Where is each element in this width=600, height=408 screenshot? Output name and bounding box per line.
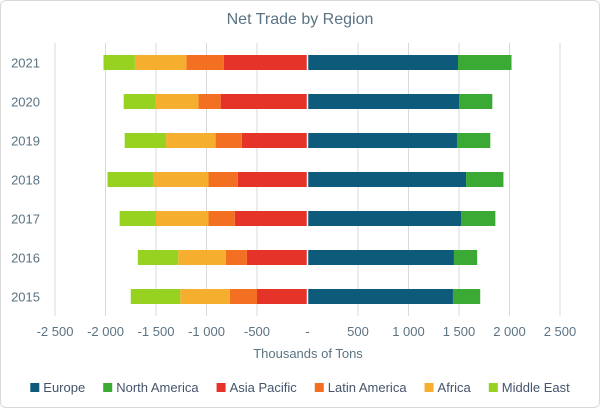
legend-swatch [216, 383, 226, 392]
bar-segment [246, 250, 308, 265]
bar-segment [107, 172, 153, 187]
y-tick-label: 2021 [11, 56, 40, 71]
bar-segment [452, 289, 481, 304]
x-tick-label: 500 [347, 324, 369, 339]
legend-swatch [424, 383, 434, 392]
y-tick-label: 2017 [11, 212, 40, 227]
bar-segment [234, 211, 308, 226]
x-tick-label: 2 500 [544, 324, 577, 339]
bar-segment [134, 55, 187, 70]
y-tick-label: 2020 [11, 95, 40, 110]
bar-segment [257, 289, 308, 304]
legend-label: Middle East [502, 380, 570, 395]
bar-segment [123, 94, 155, 109]
legend-label: Latin America [328, 380, 408, 395]
x-tick-label: -500 [244, 324, 270, 339]
bar-segment [307, 250, 454, 265]
bar-segment [220, 94, 308, 109]
bar-segment [208, 172, 238, 187]
x-tick-label: 2 000 [493, 324, 526, 339]
legend-swatch [488, 383, 498, 392]
x-tick-label: 1 000 [392, 324, 425, 339]
bar-segment [466, 172, 504, 187]
bar-segment [459, 94, 493, 109]
bar-segment [307, 55, 458, 70]
x-tick-label: -2 500 [37, 324, 74, 339]
y-axis-labels: 2021 2020 2019 2018 2017 2016 2015 [11, 56, 40, 305]
bar-segment [178, 250, 226, 265]
x-tick-label: - [305, 324, 309, 339]
bar-segment [186, 55, 224, 70]
legend-label: Europe [43, 380, 85, 395]
bar-segment [241, 133, 308, 148]
bar-segment [457, 55, 512, 70]
bar-segment [453, 250, 478, 265]
x-tick-label: 1 500 [443, 324, 476, 339]
y-tick-label: 2018 [11, 173, 40, 188]
x-axis-labels: -2 500 -2 000 -1 500 -1 000 -500-500 1 000 1 5… [37, 324, 577, 339]
bar-segment [223, 55, 308, 70]
bars [103, 43, 512, 316]
legend-label: Asia Pacific [230, 380, 298, 395]
bar-segment [180, 289, 230, 304]
bar-segment [307, 94, 459, 109]
bar-segment [137, 250, 179, 265]
bar-segment [307, 172, 467, 187]
bar-segment [307, 133, 457, 148]
bar-segment [461, 211, 496, 226]
legend-label: North America [116, 380, 199, 395]
x-tick-label: -1 500 [138, 324, 175, 339]
bar-segment [156, 211, 209, 226]
legend-label: Africa [438, 380, 472, 395]
bar-segment [103, 55, 135, 70]
x-tick-label: -2 000 [87, 324, 124, 339]
bar-segment [152, 172, 209, 187]
legend-swatch [314, 383, 324, 392]
bar-segment [124, 133, 167, 148]
bar-segment [229, 289, 257, 304]
bar-segment [198, 94, 221, 109]
bar-segment [307, 289, 453, 304]
bar-segment [119, 211, 156, 226]
bar-segment [215, 133, 242, 148]
bar-segment [166, 133, 216, 148]
bar-segment [154, 94, 199, 109]
legend-swatch [103, 383, 113, 392]
legend-swatch [30, 383, 40, 392]
y-tick-label: 2015 [11, 290, 40, 305]
y-tick-label: 2016 [11, 251, 40, 266]
bar-segment [237, 172, 308, 187]
bar-segment [456, 133, 491, 148]
chart-title: Net Trade by Region [227, 11, 374, 28]
y-tick-label: 2019 [11, 134, 40, 149]
bar-segment [130, 289, 181, 304]
bar-segment [208, 211, 235, 226]
bar-segment [307, 211, 462, 226]
x-tick-label: -1 000 [188, 324, 225, 339]
bar-segment [225, 250, 247, 265]
legend: Europe North America Asia Pacific Latin Ame… [30, 380, 570, 395]
x-axis-title: Thousands of Tons [253, 346, 363, 361]
